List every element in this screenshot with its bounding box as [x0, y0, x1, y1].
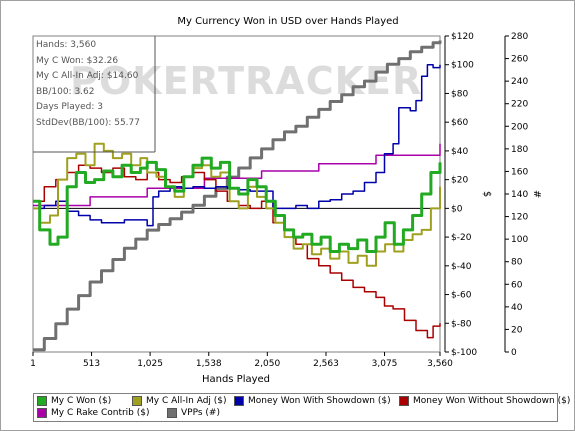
legend-swatch — [399, 396, 409, 406]
plot-area — [32, 35, 441, 353]
y-left-tick-label: $-60 — [451, 291, 472, 301]
legend-swatch — [234, 396, 244, 406]
legend-item: My C Won ($) — [37, 396, 111, 406]
y-right-tick-label: 60 — [511, 280, 523, 290]
legend: My C Won ($) My C All-In Adj ($) Money Won… — [33, 393, 570, 422]
x-tick-label: 513 — [83, 359, 100, 369]
y-right-tick-label: 220 — [511, 100, 528, 110]
y-right-tick-label: 180 — [511, 145, 528, 155]
series-line-5 — [33, 40, 442, 352]
y-right-tick-label: 120 — [511, 213, 528, 223]
x-tick-label: 1,538 — [196, 359, 222, 369]
stat-bb100: BB/100: 3.62 — [36, 86, 95, 97]
legend-item: Money Won Without Showdown ($) — [399, 396, 570, 406]
legend-label: VPPs (#) — [181, 408, 220, 418]
y-right-tick-label: 280 — [511, 32, 528, 42]
stat-won: My C Won: $32.26 — [36, 55, 119, 66]
stats-infobox: Hands: 3,560 My C Won: $32.26 My C All-I… — [33, 36, 155, 152]
x-tick-label: 1,025 — [137, 359, 163, 369]
y-left-tick-label: $80 — [451, 89, 468, 99]
y-right-tick-label: 160 — [511, 167, 528, 177]
x-tick-label: 3,560 — [427, 359, 453, 369]
legend-item: Money Won With Showdown ($) — [234, 396, 391, 406]
y-left-tick-label: $-20 — [451, 233, 472, 243]
watermark: POKERTRACKER — [70, 59, 422, 103]
stat-stddev: StdDev(BB/100): 55.77 — [36, 117, 140, 128]
legend-item: VPPs (#) — [167, 408, 220, 418]
x-tick-label: 2,563 — [313, 359, 339, 369]
y-left-tick-label: $-40 — [451, 262, 472, 272]
x-axis-label: Hands Played — [202, 374, 270, 385]
stat-days: Days Played: 3 — [36, 102, 103, 113]
stat-hands: Hands: 3,560 — [36, 40, 97, 50]
y-right-tick-label: 100 — [511, 235, 528, 245]
y-left-tick-label: $20 — [451, 176, 468, 186]
y-right-tick-label: 80 — [511, 258, 523, 268]
y-axis-left-label: $ — [481, 191, 492, 197]
y-left-tick-label: $60 — [451, 118, 468, 128]
chart-title: My Currency Won in USD over Hands Played — [177, 16, 398, 27]
y-left-tick-label: $0 — [451, 204, 463, 214]
legend-swatch — [37, 396, 47, 406]
y-left-tick-label: $40 — [451, 147, 468, 157]
y-left-tick-label: $-100 — [451, 348, 477, 358]
y-axis-right-label: # — [531, 190, 542, 198]
y-right-tick-label: 40 — [511, 303, 523, 313]
x-tick-label: 1 — [30, 359, 36, 369]
series-line-0 — [33, 156, 442, 253]
legend-label: My C Rake Contrib ($) — [51, 408, 150, 418]
legend-label: Money Won Without Showdown ($) — [413, 396, 571, 406]
y-right-tick-label: 140 — [511, 190, 528, 200]
legend-label: Money Won With Showdown ($) — [248, 396, 391, 406]
series-line-1 — [33, 142, 441, 267]
series-line-4 — [33, 143, 441, 207]
y-right-tick-label: 0 — [511, 348, 517, 358]
x-tick-label: 3,075 — [372, 359, 398, 369]
y-left-tick-label: $100 — [451, 61, 474, 71]
stat-allin: My C All-In Adj: $14.60 — [36, 71, 139, 82]
y-right-tick-label: 260 — [511, 55, 528, 65]
legend-item: My C Rake Contrib ($) — [37, 408, 150, 418]
legend-label: My C Won ($) — [51, 396, 112, 406]
legend-swatch — [167, 408, 177, 418]
legend-swatch — [132, 396, 142, 406]
y-left-tick-label: $-80 — [451, 319, 472, 329]
y-right-tick-label: 240 — [511, 77, 528, 87]
series-line-2 — [33, 63, 441, 227]
x-tick-label: 2,050 — [254, 359, 280, 369]
y-left-tick-label: $120 — [451, 32, 474, 42]
legend-item: My C All-In Adj ($) — [132, 396, 227, 406]
legend-label: My C All-In Adj ($) — [146, 396, 227, 406]
y-right-tick-label: 20 — [511, 325, 523, 335]
y-right-tick-label: 200 — [511, 122, 528, 132]
legend-swatch — [37, 408, 47, 418]
